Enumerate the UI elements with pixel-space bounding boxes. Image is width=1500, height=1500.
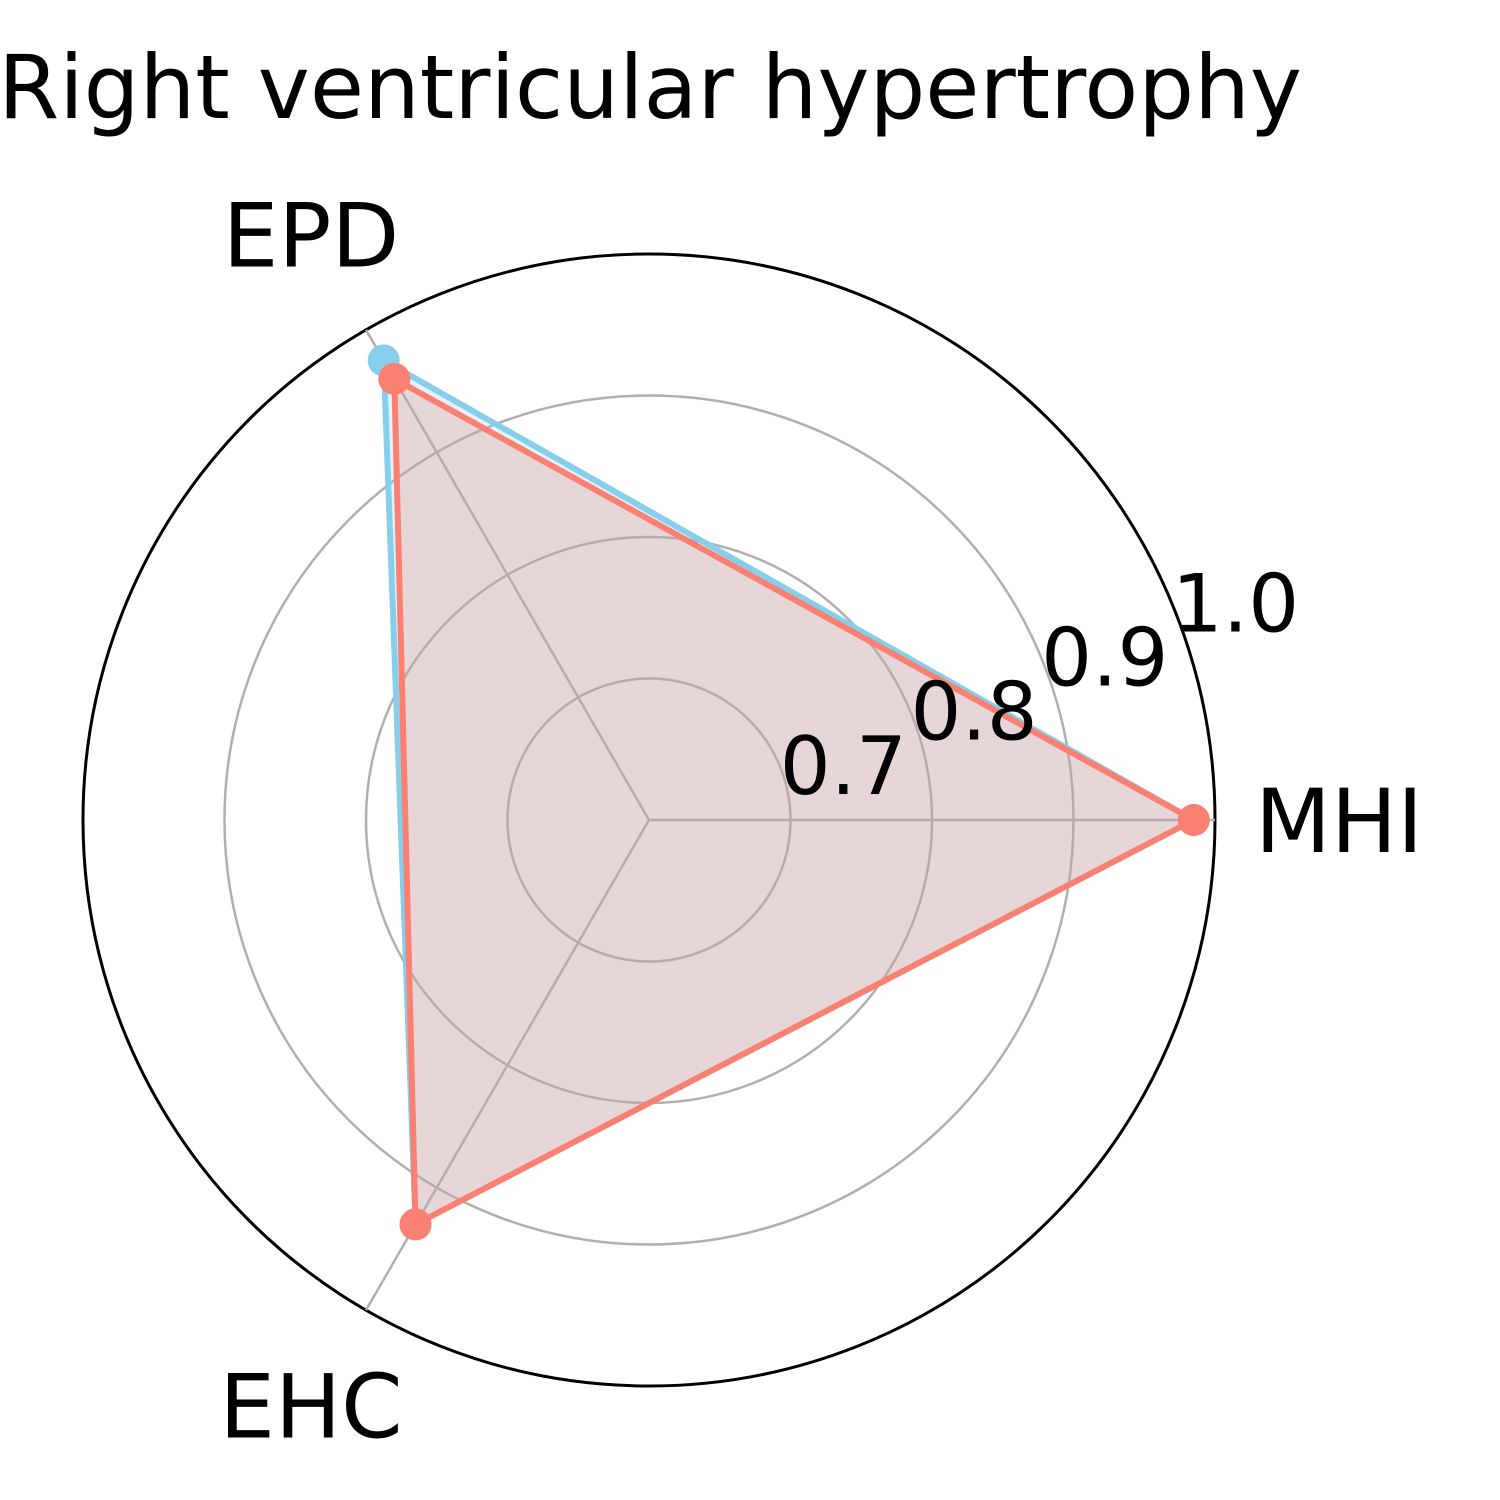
chart-title: Right ventricular hypertrophy	[0, 36, 1302, 139]
series-line	[391, 375, 1197, 1228]
series-marker	[378, 362, 411, 395]
radial-tick-label: 0.8	[910, 666, 1037, 759]
axis-label-ehc: EHC	[219, 1355, 402, 1458]
radial-tick-label: 0.7	[780, 720, 907, 813]
radial-tick-label: 0.9	[1041, 612, 1168, 705]
series-marker	[399, 1208, 432, 1241]
series-area	[383, 360, 1194, 1225]
radar-spoke	[364, 329, 651, 821]
radar-labels: 0.70.80.91.0 MHI EPD EHC	[219, 185, 1423, 1459]
axis-label-mhi: MHI	[1255, 770, 1423, 873]
axis-label-epd: EPD	[223, 185, 399, 288]
radial-tick-label: 1.0	[1172, 557, 1299, 650]
series-marker	[1177, 804, 1210, 836]
series-area	[394, 378, 1194, 1225]
radar-series	[367, 344, 1210, 1241]
